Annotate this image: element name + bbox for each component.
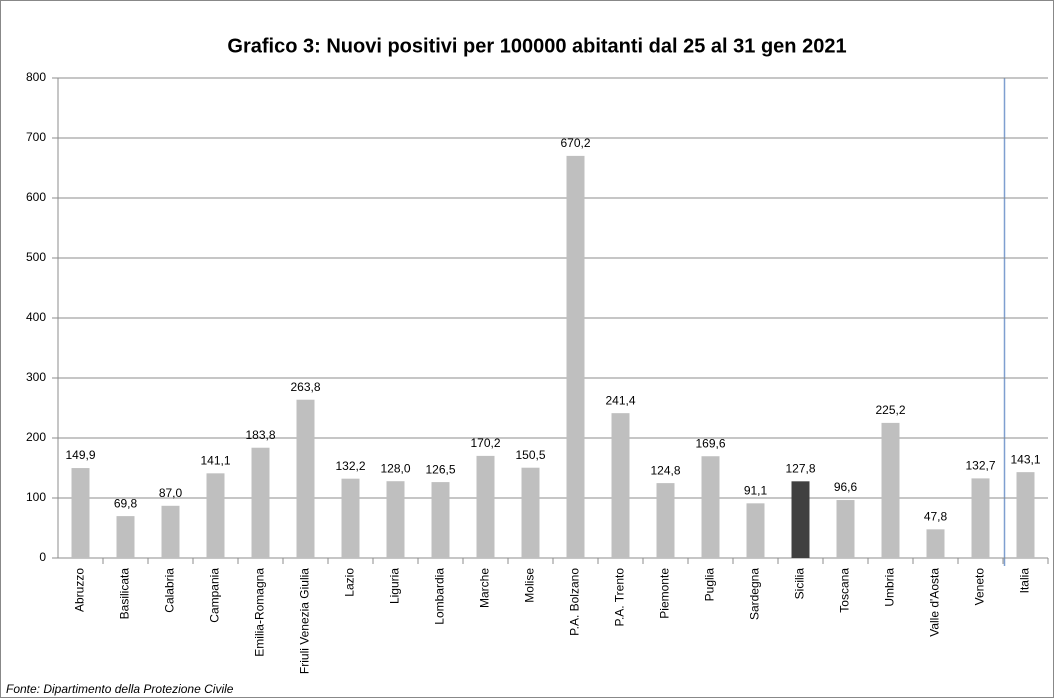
value-label: 69,8 (114, 496, 138, 510)
value-label: 241,4 (605, 393, 635, 407)
x-tick-label: P.A. Bolzano (568, 568, 582, 636)
y-tick-label: 400 (26, 310, 46, 324)
x-tick-label: Veneto (973, 568, 987, 606)
value-label: 126,5 (425, 462, 455, 476)
x-tick-label: Marche (478, 568, 492, 608)
bar (161, 505, 180, 558)
x-tick-label: Piemonte (658, 568, 672, 619)
bar (206, 473, 225, 558)
y-tick-label: 700 (26, 130, 46, 144)
value-label: 87,0 (159, 486, 183, 500)
bar (791, 481, 810, 558)
bar (296, 399, 315, 558)
bar (746, 503, 765, 558)
value-label: 132,2 (335, 459, 365, 473)
bar (431, 482, 450, 558)
x-tick-label: Basilicata (118, 568, 132, 620)
bar (926, 529, 945, 558)
x-tick-label: Valle d'Aosta (928, 568, 942, 637)
bar (116, 516, 135, 558)
y-tick-label: 300 (26, 370, 46, 384)
value-label: 263,8 (290, 380, 320, 394)
bar (656, 483, 675, 558)
value-label: 670,2 (560, 136, 590, 150)
bar (1016, 472, 1035, 558)
value-label: 143,1 (1010, 452, 1040, 466)
value-label: 183,8 (245, 428, 275, 442)
source-note: Fonte: Dipartimento della Protezione Civ… (6, 682, 234, 696)
value-label: 149,9 (65, 448, 95, 462)
value-label: 169,6 (695, 436, 725, 450)
x-tick-label: Friuli Venezia Giulia (298, 568, 312, 674)
bar (476, 455, 495, 558)
value-label: 132,7 (965, 459, 995, 473)
y-tick-label: 600 (26, 190, 46, 204)
x-tick-label: Toscana (838, 568, 852, 613)
value-label: 128,0 (380, 461, 410, 475)
x-tick-label: Lazio (343, 568, 357, 597)
x-tick-label: Puglia (703, 568, 717, 602)
x-tick-label: P.A. Trento (613, 568, 627, 627)
bar (71, 468, 90, 558)
value-label: 170,2 (470, 436, 500, 450)
x-tick-label: Emilia-Romagna (253, 568, 267, 657)
x-tick-label: Calabria (163, 568, 177, 613)
x-tick-label: Italia (1018, 568, 1032, 594)
bar (971, 478, 990, 558)
value-label: 47,8 (924, 509, 948, 523)
y-tick-label: 100 (26, 490, 46, 504)
value-label: 91,1 (744, 484, 768, 498)
bar (341, 478, 360, 558)
value-label: 96,6 (834, 480, 858, 494)
x-tick-label: Liguria (388, 568, 402, 604)
bar (386, 481, 405, 558)
x-tick-label: Sicilia (793, 568, 807, 600)
chart-title: Grafico 3: Nuovi positivi per 100000 abi… (227, 35, 846, 57)
x-tick-label: Molise (523, 568, 537, 603)
bar (701, 456, 720, 558)
y-tick-label: 200 (26, 430, 46, 444)
x-tick-label: Sardegna (748, 568, 762, 620)
y-tick-label: 500 (26, 250, 46, 264)
x-tick-label: Abruzzo (73, 568, 87, 612)
bar (521, 467, 540, 558)
bar (836, 500, 855, 558)
value-label: 150,5 (515, 448, 545, 462)
value-label: 141,1 (200, 454, 230, 468)
value-label: 124,8 (650, 463, 680, 477)
x-tick-label: Umbria (883, 568, 897, 607)
bar (251, 447, 270, 558)
bar (611, 413, 630, 558)
bar (881, 422, 900, 558)
y-tick-label: 0 (39, 550, 46, 564)
value-label: 127,8 (785, 461, 815, 475)
y-tick-label: 800 (26, 70, 46, 84)
value-label: 225,2 (875, 403, 905, 417)
x-tick-label: Campania (208, 568, 222, 623)
x-tick-label: Lombardia (433, 568, 447, 625)
bar (566, 155, 585, 558)
